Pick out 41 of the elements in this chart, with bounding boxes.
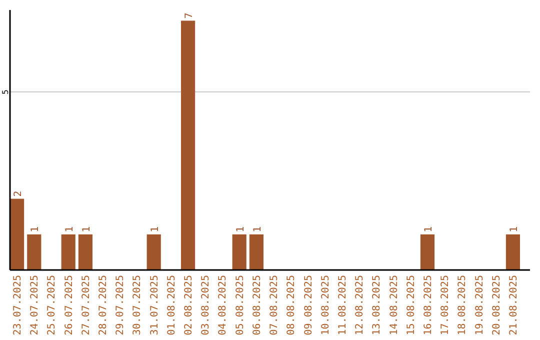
x-tick-label: 11.08.2025 [337,275,348,336]
x-tick-label: 23.07.2025 [12,275,24,336]
x-tick-label: 12.08.2025 [354,275,366,336]
data-label: 1 [423,226,434,232]
x-tick-label: 10.08.2025 [320,275,332,336]
x-tick-label: 15.08.2025 [406,275,417,336]
x-tick-label: 07.08.2025 [269,275,280,336]
x-tick-label: 25.07.2025 [46,275,58,336]
x-tick-label: 16.08.2025 [422,275,434,336]
data-label: 1 [508,226,520,232]
y-tick-label: 5 [1,89,10,94]
x-tick-label: 14.08.2025 [388,275,400,336]
x-tick-label: 30.07.2025 [132,275,144,336]
data-label: 1 [252,226,264,232]
x-tick-label: 21.08.2025 [508,275,520,336]
x-tick-label: 13.08.2025 [372,275,383,336]
x-tick-label: 05.08.2025 [234,275,246,336]
x-tick-label: 18.08.2025 [457,275,468,336]
data-label: 1 [81,226,92,232]
data-label: 1 [235,226,246,232]
x-tick-label: 19.08.2025 [474,275,486,336]
x-tick-label: 29.07.2025 [115,275,126,336]
data-label: 1 [64,226,76,232]
x-tick-label: 17.08.2025 [440,275,452,336]
x-tick-label: 04.08.2025 [218,275,229,336]
x-tick-label: 20.08.2025 [491,275,502,336]
x-tick-label: 08.08.2025 [286,275,298,336]
x-tick-label: 09.08.2025 [303,275,314,336]
x-tick-label: 28.07.2025 [98,275,110,336]
data-label: 2 [13,190,24,197]
data-label: 7 [184,12,196,19]
x-tick-label: 26.07.2025 [64,275,75,336]
data-label: 1 [150,226,161,232]
x-tick-label: 02.08.2025 [184,275,195,336]
x-tick-label: 03.08.2025 [200,275,212,336]
x-tick-label: 24.07.2025 [30,275,41,336]
x-tick-label: 06.08.2025 [252,275,263,336]
data-label: 1 [30,226,42,232]
x-tick-label: 31.07.2025 [149,275,160,336]
x-tick-label: 01.08.2025 [166,275,178,336]
x-tick-label: 27.07.2025 [80,275,92,336]
